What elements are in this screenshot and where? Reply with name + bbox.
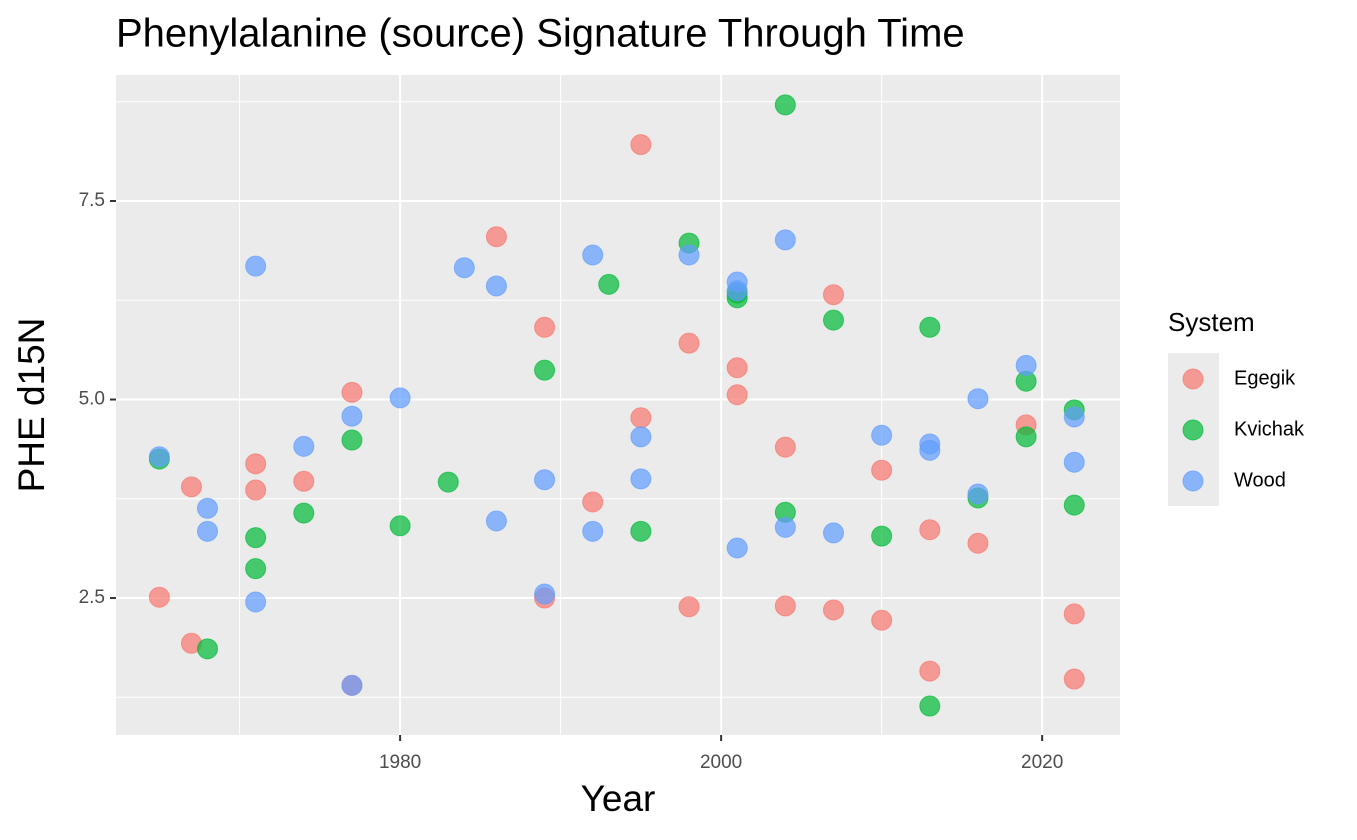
data-point (341, 674, 363, 696)
data-point (485, 226, 507, 248)
data-point (774, 595, 796, 617)
data-point (196, 520, 218, 542)
data-point (630, 407, 652, 429)
data-point (245, 255, 267, 277)
data-point (678, 596, 700, 618)
data-point (967, 388, 989, 410)
data-point (822, 284, 844, 306)
data-point (437, 471, 459, 493)
data-point (630, 468, 652, 490)
data-point (148, 446, 170, 468)
y-tick-label: 2.5 (79, 587, 105, 608)
data-point (678, 332, 700, 354)
panel-background (116, 75, 1120, 735)
data-point (534, 469, 556, 491)
data-point (919, 519, 941, 541)
x-tick-label: 2000 (700, 752, 742, 773)
legend-key (1182, 419, 1204, 441)
data-point (1063, 603, 1085, 625)
chart-title: Phenylalanine (source) Signature Through… (116, 12, 965, 56)
legend-label: Kvichak (1234, 418, 1305, 440)
data-point (582, 520, 604, 542)
data-point (245, 527, 267, 549)
data-point (1063, 406, 1085, 428)
legend-title: System (1168, 307, 1255, 337)
data-point (1063, 494, 1085, 516)
data-point (822, 599, 844, 621)
data-point (871, 525, 893, 547)
data-point (726, 357, 748, 379)
data-point (341, 429, 363, 451)
data-point (822, 309, 844, 331)
data-point (196, 497, 218, 519)
data-point (726, 384, 748, 406)
data-point (1015, 354, 1037, 376)
data-point (245, 479, 267, 501)
data-point (630, 520, 652, 542)
x-tick-label: 2020 (1021, 752, 1063, 773)
data-point (630, 426, 652, 448)
legend-key (1182, 470, 1204, 492)
data-point (485, 510, 507, 532)
data-point (180, 476, 202, 498)
data-point (919, 660, 941, 682)
data-point (967, 483, 989, 505)
axes: 1980 2000 2020 2.5 5.0 7.5 (79, 190, 1064, 773)
legend: System Egegik Kvichak Wood (1168, 307, 1305, 506)
legend-label: Egegik (1234, 367, 1296, 389)
data-point (774, 94, 796, 116)
legend-label: Wood (1234, 469, 1286, 491)
y-axis-title: PHE d15N (11, 318, 52, 493)
data-point (293, 435, 315, 457)
data-point (534, 359, 556, 381)
data-point (293, 470, 315, 492)
data-point (453, 257, 475, 279)
data-point (678, 244, 700, 266)
data-point (774, 516, 796, 538)
data-point (245, 558, 267, 580)
data-point (1063, 451, 1085, 473)
x-tick-label: 1980 (379, 752, 421, 773)
x-axis-title: Year (581, 778, 656, 819)
data-point (196, 638, 218, 660)
data-point (919, 439, 941, 461)
data-point (245, 453, 267, 475)
data-point (726, 537, 748, 559)
data-point (774, 436, 796, 458)
data-point (582, 491, 604, 513)
data-point (1015, 426, 1037, 448)
data-point (389, 515, 411, 537)
data-point (341, 381, 363, 403)
data-point (341, 405, 363, 427)
y-tick-label: 7.5 (79, 190, 105, 211)
data-point (630, 134, 652, 156)
data-point (245, 591, 267, 613)
data-point (919, 695, 941, 717)
data-point (871, 424, 893, 446)
points (148, 94, 1085, 717)
data-point (1063, 668, 1085, 690)
data-point (919, 316, 941, 338)
legend-key (1182, 368, 1204, 390)
data-point (148, 586, 170, 608)
data-point (822, 522, 844, 544)
data-point (534, 583, 556, 605)
data-point (871, 609, 893, 631)
data-point (774, 229, 796, 251)
data-point (293, 502, 315, 524)
data-point (871, 459, 893, 481)
data-point (726, 280, 748, 302)
data-point (582, 244, 604, 266)
data-point (389, 387, 411, 409)
data-point (485, 275, 507, 297)
data-point (598, 273, 620, 295)
y-tick-label: 5.0 (79, 389, 105, 410)
data-point (534, 316, 556, 338)
data-point (967, 532, 989, 554)
grid (116, 75, 1120, 735)
